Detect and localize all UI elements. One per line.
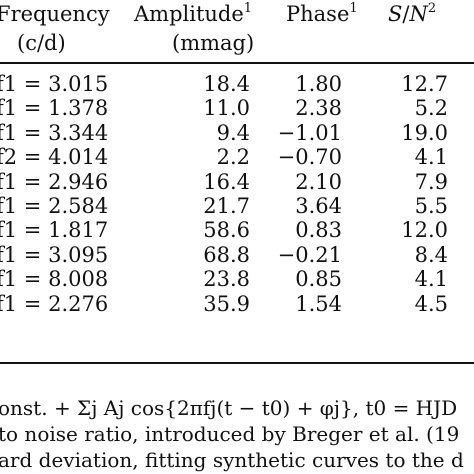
amplitude-cell: 23.8 (203, 267, 250, 292)
table-row: f1 = 2.276 35.9 1.54 4.5 (0, 292, 474, 317)
header-frequency: Frequency (0, 2, 110, 26)
amplitude-cell: 11.0 (203, 96, 250, 121)
frequency-cell: f1 = 1.817 (0, 218, 109, 243)
sn-footnote-mark: 2 (427, 1, 437, 16)
frequency-cell: f1 = 3.344 (0, 120, 109, 145)
note-line-1: onst. + Σj Aj cos{2πfj(t − t0) + φj}, t0… (0, 396, 458, 420)
phase-cell: −0.70 (277, 145, 342, 170)
table-row: f1 = 2.946 16.4 2.10 7.9 (0, 170, 474, 195)
amplitude-cell: 16.4 (203, 169, 250, 194)
phase-cell: 2.38 (295, 96, 342, 121)
bottom-rule (0, 362, 474, 364)
table-row: f1 = 2.584 21.7 3.64 5.5 (0, 194, 474, 219)
amplitude-footnote-mark: 1 (243, 1, 253, 16)
frequency-cell: f1 = 2.946 (0, 169, 109, 194)
phase-cell: −1.01 (277, 120, 342, 145)
sn-cell: 12.0 (401, 218, 448, 243)
frequency-cell: f1 = 3.095 (0, 242, 109, 267)
header-rule (0, 62, 474, 64)
frequency-cell: f2 = 4.014 (0, 145, 109, 170)
sn-cell: 4.5 (414, 291, 448, 316)
sn-cell: 7.9 (414, 169, 448, 194)
amplitude-cell: 58.6 (203, 218, 250, 243)
frequency-cell: f1 = 2.276 (0, 291, 109, 316)
sn-cell: 5.5 (414, 194, 448, 218)
frequency-cell: f1 = 2.584 (0, 194, 109, 218)
note-line-3: ard deviation, fitting synthetic curves … (0, 448, 464, 472)
phase-cell: 1.54 (295, 291, 342, 316)
phase-cell: 0.83 (295, 218, 342, 243)
frequency-cell: f1 = 1.378 (0, 96, 109, 121)
table-row: f1 = 3.344 9.4 −1.01 19.0 (0, 121, 474, 146)
sn-cell: 19.0 (401, 120, 448, 145)
header-phase: Phase1 (286, 1, 358, 26)
note-line-2: to noise ratio, introduced by Breger et … (0, 422, 460, 446)
sn-cell: 12.7 (401, 72, 448, 96)
amplitude-cell: 2.2 (216, 145, 250, 170)
header-amplitude-unit: (mmag) (172, 31, 255, 55)
amplitude-cell: 35.9 (203, 291, 250, 316)
sn-cell: 5.2 (414, 96, 448, 121)
amplitude-cell: 9.4 (216, 120, 250, 145)
table-row: f1 = 1.378 11.0 2.38 5.2 (0, 96, 474, 121)
header-amplitude: Amplitude1 (134, 1, 253, 26)
table-row: f1 = 8.008 23.8 0.85 4.1 (0, 267, 474, 292)
amplitude-cell: 21.7 (203, 194, 250, 218)
table-row: f1 = 3.015 18.4 1.80 12.7 (0, 72, 474, 97)
frequency-cell: f1 = 8.008 (0, 267, 109, 292)
header-signal-to-noise: S/N2 (388, 1, 437, 26)
phase-cell: 0.85 (295, 267, 342, 292)
phase-cell: 1.80 (295, 72, 342, 96)
phase-cell: 2.10 (295, 169, 342, 194)
amplitude-cell: 68.8 (203, 242, 250, 267)
header-frequency-unit: (c/d) (17, 31, 66, 55)
phase-footnote-mark: 1 (349, 1, 358, 16)
table-row: f1 = 3.095 68.8 −0.21 8.4 (0, 243, 474, 268)
amplitude-cell: 18.4 (203, 72, 250, 96)
table-row: f2 = 4.014 2.2 −0.70 4.1 (0, 145, 474, 170)
table-row: f1 = 1.817 58.6 0.83 12.0 (0, 218, 474, 243)
frequency-cell: f1 = 3.015 (0, 72, 109, 96)
sn-cell: 8.4 (414, 242, 448, 267)
phase-cell: 3.64 (295, 194, 342, 218)
phase-cell: −0.21 (277, 242, 342, 267)
sn-cell: 4.1 (414, 145, 448, 170)
sn-cell: 4.1 (414, 267, 448, 292)
